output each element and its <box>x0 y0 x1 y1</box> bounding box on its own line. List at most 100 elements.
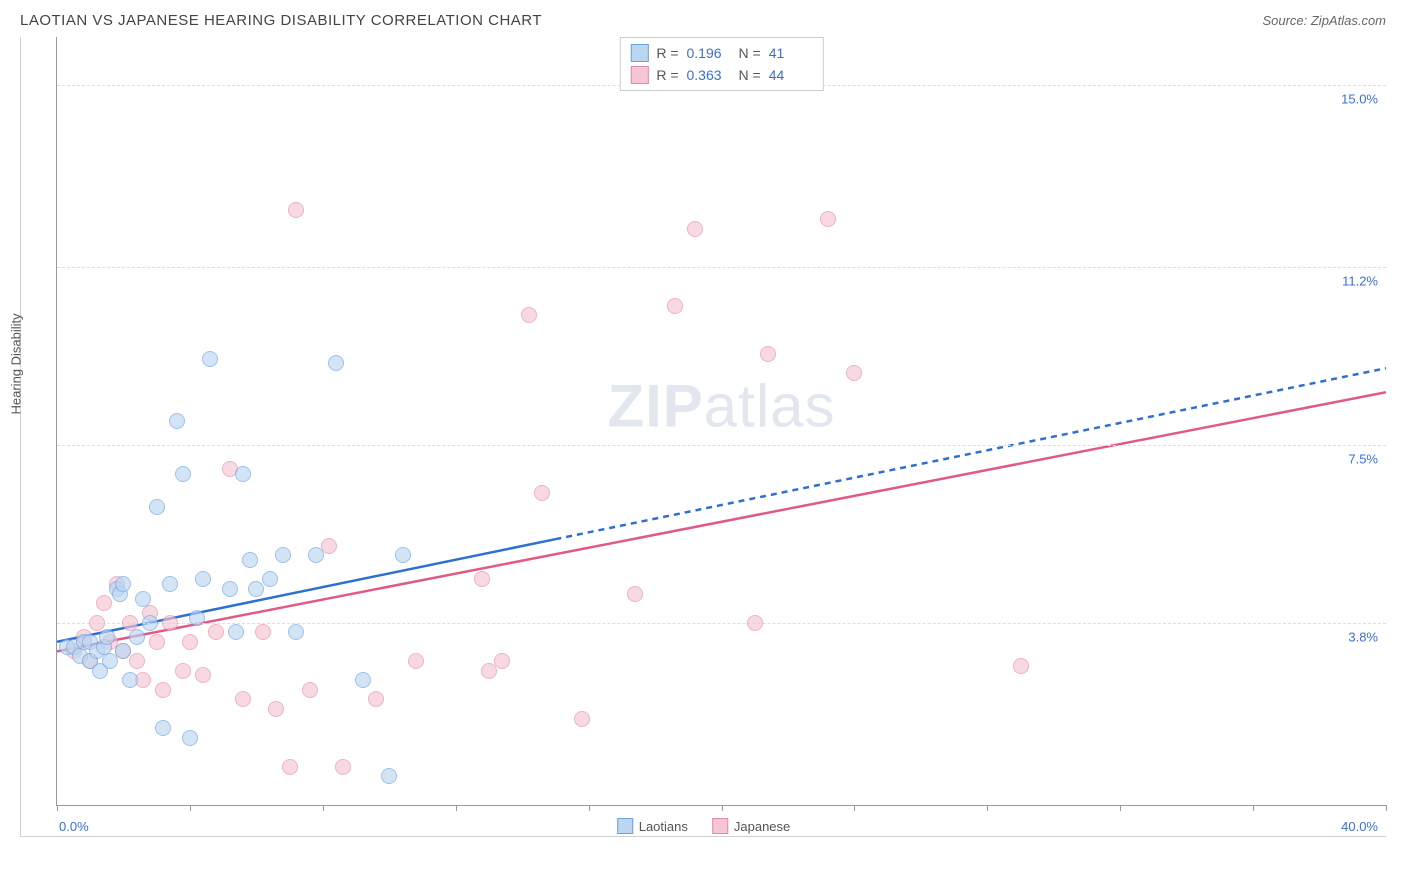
scatter-point-laotians <box>195 571 211 587</box>
legend-bottom: Laotians Japanese <box>617 818 791 834</box>
scatter-point-japanese <box>846 365 862 381</box>
scatter-point-japanese <box>408 653 424 669</box>
legend-swatch-japanese <box>712 818 728 834</box>
scatter-point-japanese <box>175 663 191 679</box>
scatter-point-japanese <box>282 759 298 775</box>
scatter-point-japanese <box>368 691 384 707</box>
scatter-point-laotians <box>162 576 178 592</box>
scatter-point-japanese <box>162 615 178 631</box>
scatter-point-laotians <box>222 581 238 597</box>
scatter-point-laotians <box>308 547 324 563</box>
scatter-point-japanese <box>321 538 337 554</box>
chart-header: LAOTIAN VS JAPANESE HEARING DISABILITY C… <box>0 0 1406 37</box>
scatter-point-japanese <box>494 653 510 669</box>
scatter-point-laotians <box>288 624 304 640</box>
xtick <box>1120 805 1121 811</box>
scatter-point-japanese <box>268 701 284 717</box>
scatter-point-laotians <box>169 413 185 429</box>
scatter-point-laotians <box>202 351 218 367</box>
scatter-point-japanese <box>208 624 224 640</box>
xtick <box>1253 805 1254 811</box>
scatter-point-japanese <box>534 485 550 501</box>
trend-lines <box>57 37 1386 805</box>
stat-r-laotians: 0.196 <box>687 45 731 61</box>
scatter-point-laotians <box>275 547 291 563</box>
stat-r-japanese: 0.363 <box>687 67 731 83</box>
scatter-point-laotians <box>228 624 244 640</box>
stat-n-laotians: 41 <box>769 45 813 61</box>
y-axis-label: Hearing Disability <box>9 313 24 414</box>
x-axis-max: 40.0% <box>1341 819 1378 834</box>
scatter-point-laotians <box>135 591 151 607</box>
scatter-point-japanese <box>521 307 537 323</box>
scatter-point-laotians <box>189 610 205 626</box>
stat-r-label: R = <box>656 45 678 61</box>
xtick <box>57 805 58 811</box>
gridline <box>57 623 1386 624</box>
scatter-point-japanese <box>149 634 165 650</box>
x-axis-min: 0.0% <box>59 819 89 834</box>
ytick-label: 7.5% <box>1348 452 1378 467</box>
scatter-point-laotians <box>182 730 198 746</box>
scatter-point-japanese <box>574 711 590 727</box>
scatter-point-japanese <box>288 202 304 218</box>
scatter-point-laotians <box>395 547 411 563</box>
scatter-point-laotians <box>115 643 131 659</box>
scatter-point-laotians <box>175 466 191 482</box>
xtick <box>323 805 324 811</box>
scatter-point-laotians <box>129 629 145 645</box>
scatter-point-japanese <box>89 615 105 631</box>
xtick <box>987 805 988 811</box>
scatter-point-japanese <box>96 595 112 611</box>
scatter-point-laotians <box>115 576 131 592</box>
swatch-japanese <box>630 66 648 84</box>
ytick-label: 3.8% <box>1348 629 1378 644</box>
plot-area: ZIPatlas R = 0.196 N = 41 R = 0.363 N = … <box>56 37 1386 806</box>
scatter-point-laotians <box>381 768 397 784</box>
scatter-point-laotians <box>122 672 138 688</box>
scatter-point-laotians <box>149 499 165 515</box>
scatter-point-japanese <box>302 682 318 698</box>
xtick <box>722 805 723 811</box>
chart-title: LAOTIAN VS JAPANESE HEARING DISABILITY C… <box>20 12 542 29</box>
legend-swatch-laotians <box>617 818 633 834</box>
stats-legend: R = 0.196 N = 41 R = 0.363 N = 44 <box>619 37 823 91</box>
scatter-point-laotians <box>242 552 258 568</box>
scatter-point-japanese <box>255 624 271 640</box>
scatter-point-laotians <box>355 672 371 688</box>
stat-n-label: N = <box>739 67 761 83</box>
scatter-point-laotians <box>328 355 344 371</box>
scatter-point-japanese <box>687 221 703 237</box>
scatter-point-japanese <box>155 682 171 698</box>
scatter-point-japanese <box>474 571 490 587</box>
xtick <box>854 805 855 811</box>
xtick <box>456 805 457 811</box>
scatter-point-laotians <box>99 629 115 645</box>
stats-row-laotians: R = 0.196 N = 41 <box>630 42 812 64</box>
chart-container: Hearing Disability ZIPatlas R = 0.196 N … <box>20 37 1386 837</box>
xtick <box>1386 805 1387 811</box>
scatter-point-japanese <box>667 298 683 314</box>
xtick <box>589 805 590 811</box>
scatter-point-laotians <box>262 571 278 587</box>
scatter-point-japanese <box>760 346 776 362</box>
scatter-point-japanese <box>627 586 643 602</box>
stat-n-label: N = <box>739 45 761 61</box>
scatter-point-japanese <box>182 634 198 650</box>
scatter-point-laotians <box>155 720 171 736</box>
scatter-point-japanese <box>335 759 351 775</box>
stat-r-label: R = <box>656 67 678 83</box>
scatter-point-japanese <box>1013 658 1029 674</box>
scatter-point-laotians <box>235 466 251 482</box>
scatter-point-japanese <box>195 667 211 683</box>
scatter-point-japanese <box>747 615 763 631</box>
scatter-point-japanese <box>235 691 251 707</box>
legend-item-laotians: Laotians <box>617 818 688 834</box>
scatter-point-japanese <box>820 211 836 227</box>
gridline <box>57 445 1386 446</box>
legend-item-japanese: Japanese <box>712 818 790 834</box>
ytick-label: 11.2% <box>1342 274 1378 289</box>
stat-n-japanese: 44 <box>769 67 813 83</box>
scatter-point-laotians <box>142 615 158 631</box>
watermark: ZIPatlas <box>607 371 835 440</box>
